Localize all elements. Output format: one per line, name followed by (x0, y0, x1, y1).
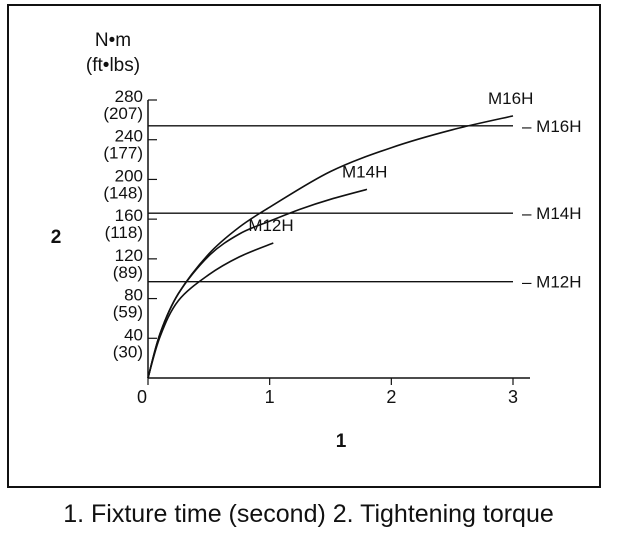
series-label: M12H (248, 216, 293, 235)
y-unit-label-alt: (ft•lbs) (86, 55, 140, 76)
y-tick-label: 40 (124, 325, 143, 344)
reference-line-label: – M14H (522, 204, 582, 223)
series-label: M16H (488, 89, 533, 108)
x-axis-title: 1 (336, 431, 347, 452)
y-tick-label: 200 (115, 166, 143, 185)
y-tick-label-alt: (89) (113, 263, 143, 282)
y-tick-label: 160 (115, 206, 143, 225)
y-tick-label-alt: (148) (103, 183, 143, 202)
y-tick-label-alt: (30) (113, 342, 143, 361)
series-line-m16h (147, 115, 514, 379)
figure-frame (7, 4, 601, 488)
reference-line-label: – M12H (522, 273, 582, 292)
torque-chart: N•m (ft•lbs) 2 1 0 1 2 3 280(207) 240(177) 200… (51, 30, 582, 452)
y-unit-label: N•m (95, 30, 131, 51)
y-tick-label-alt: (207) (103, 104, 143, 123)
y-tick-label-alt: (59) (113, 303, 143, 322)
y-tick-label-alt: (177) (103, 144, 143, 163)
y-axis-title: 2 (51, 227, 62, 248)
y-tick-label: 120 (115, 246, 143, 265)
x-tick-label: 3 (508, 387, 518, 407)
x-tick-label: 0 (137, 387, 147, 407)
y-tick-label: 80 (124, 286, 143, 305)
series-line-m12h (147, 242, 274, 379)
y-tick-label: 240 (115, 127, 143, 146)
series-label: M14H (342, 162, 387, 181)
y-tick-label-alt: (118) (105, 223, 143, 242)
series-line-m14h (147, 188, 368, 379)
x-tick-label: 2 (386, 387, 396, 407)
reference-line-label: – M16H (522, 117, 582, 136)
x-tick-label: 1 (265, 387, 275, 407)
y-tick-label: 280 (115, 87, 143, 106)
figure-caption: 1. Fixture time (second) 2. Tightening t… (63, 500, 554, 528)
